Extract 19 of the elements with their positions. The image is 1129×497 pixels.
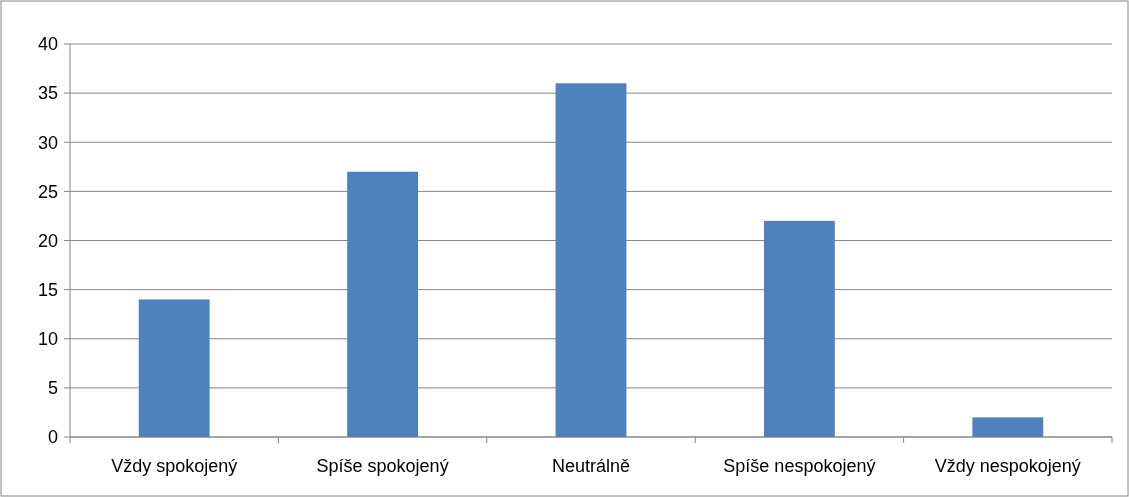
y-tick-label: 15 (37, 279, 58, 300)
y-tick-label: 20 (37, 230, 58, 251)
bar (347, 171, 419, 437)
x-tick-label: Neutrálně (551, 456, 631, 476)
bar (138, 299, 210, 437)
y-tick-label: 0 (47, 427, 58, 448)
y-tick-label: 40 (37, 34, 58, 55)
x-tick-label: Spíše nespokojený (723, 456, 876, 476)
x-tick-label: Spíše spokojený (316, 456, 449, 476)
bar (972, 417, 1044, 437)
y-tick-label: 35 (37, 83, 58, 104)
x-tick-label: Vždy spokojený (111, 456, 238, 476)
bar (763, 220, 835, 437)
y-tick-label: 5 (47, 378, 58, 399)
y-tick-label: 10 (37, 329, 58, 350)
y-tick-label: 25 (37, 181, 58, 202)
bar (555, 83, 627, 437)
y-tick-label: 30 (37, 132, 58, 153)
x-tick-label: Vždy nespokojený (934, 456, 1081, 476)
